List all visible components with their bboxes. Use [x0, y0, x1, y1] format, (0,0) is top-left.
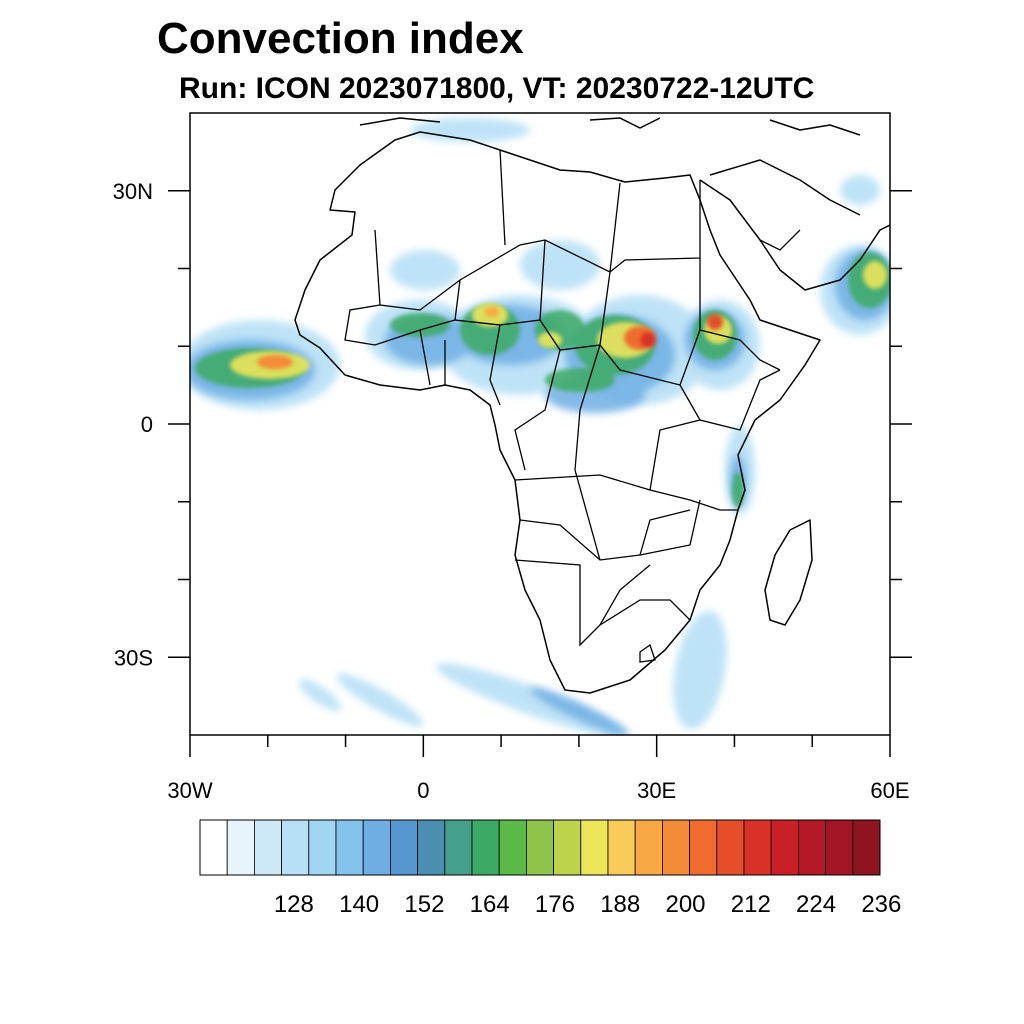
- lat-label: 30N: [113, 179, 153, 204]
- lon-label: 0: [417, 778, 429, 803]
- map-subtitle: Run: ICON 2023071800, VT: 20230722-12UTC: [179, 72, 815, 105]
- convection-field: [190, 118, 890, 735]
- colorbar-swatch: [852, 819, 881, 876]
- colorbar-swatch: [417, 819, 446, 876]
- colorbar-swatch: [226, 819, 255, 876]
- plot-frame: [189, 112, 891, 736]
- colorbar-swatch: [607, 819, 636, 876]
- colorbar-swatch: [553, 819, 582, 876]
- colorbar-swatch: [580, 819, 609, 876]
- colorbar-swatch: [825, 819, 854, 876]
- colorbar-swatch: [743, 819, 772, 876]
- colorbar-swatch: [526, 819, 555, 876]
- colorbar-label: 140: [339, 891, 379, 918]
- lon-axis: 30W 0 30E 60E: [167, 778, 909, 803]
- lon-label: 30E: [637, 778, 676, 803]
- colorbar-swatch: [634, 819, 663, 876]
- colorbar-label: 176: [535, 891, 575, 918]
- colorbar-swatch: [389, 819, 418, 876]
- colorbar: 128 140 152 164 176 188 200 212 224 236: [199, 819, 901, 918]
- colorbar-swatch: [498, 819, 527, 876]
- colorbar-label: 164: [470, 891, 510, 918]
- colorbar-swatch: [798, 819, 827, 876]
- colorbar-label: 128: [274, 891, 314, 918]
- coastlines: [294, 117, 890, 694]
- colorbar-label: 188: [600, 891, 640, 918]
- map-title: Convection index: [157, 14, 524, 63]
- lat-label: 30S: [114, 645, 153, 670]
- colorbar-label: 152: [404, 891, 444, 918]
- lat-axis: 30N 0 30S: [113, 179, 153, 671]
- colorbar-swatch: [471, 819, 500, 876]
- lat-label: 0: [141, 412, 153, 437]
- axis-ticks: [168, 190, 912, 757]
- colorbar-label: 236: [861, 891, 901, 918]
- colorbar-swatch: [716, 819, 745, 876]
- colorbar-swatch: [770, 819, 799, 876]
- lon-label: 60E: [870, 778, 909, 803]
- colorbar-label: 200: [665, 891, 705, 918]
- colorbar-swatch: [253, 819, 282, 876]
- lon-label: 30W: [167, 778, 212, 803]
- colorbar-swatch: [308, 819, 337, 876]
- colorbar-label: 224: [796, 891, 836, 918]
- colorbar-swatch: [362, 819, 391, 876]
- colorbar-swatch: [662, 819, 691, 876]
- colorbar-swatch: [444, 819, 473, 876]
- colorbar-label: 212: [731, 891, 771, 918]
- colorbar-swatch: [281, 819, 310, 876]
- colorbar-swatch: [335, 819, 364, 876]
- colorbar-swatch: [689, 819, 718, 876]
- colorbar-frame: [199, 819, 881, 876]
- country-borders: [344, 149, 801, 663]
- colorbar-swatch: [199, 819, 228, 876]
